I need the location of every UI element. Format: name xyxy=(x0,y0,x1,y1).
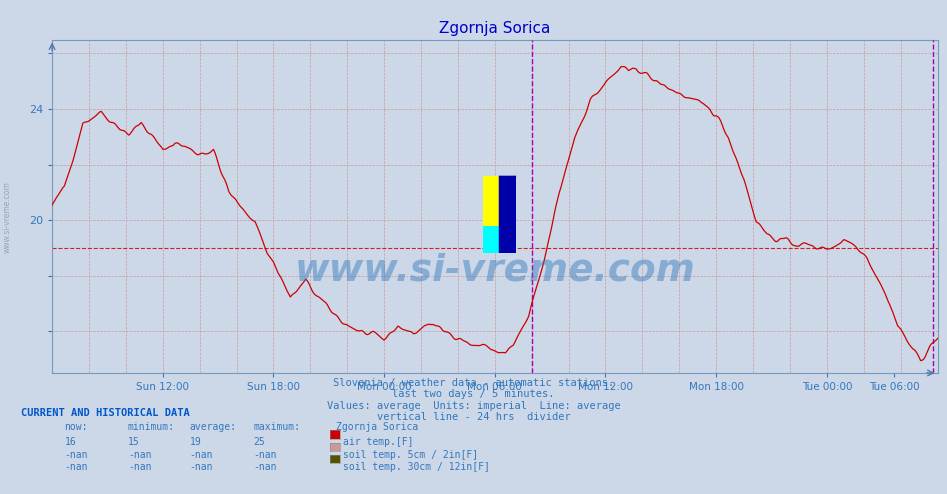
Text: maximum:: maximum: xyxy=(254,422,301,432)
Text: CURRENT AND HISTORICAL DATA: CURRENT AND HISTORICAL DATA xyxy=(21,408,189,417)
Text: -nan: -nan xyxy=(128,462,152,472)
Bar xyxy=(483,176,500,226)
Text: soil temp. 5cm / 2in[F]: soil temp. 5cm / 2in[F] xyxy=(343,450,478,459)
Text: 16: 16 xyxy=(64,437,76,447)
Text: Values: average  Units: imperial  Line: average: Values: average Units: imperial Line: av… xyxy=(327,401,620,411)
Text: -nan: -nan xyxy=(254,462,277,472)
Polygon shape xyxy=(499,176,516,253)
Text: -nan: -nan xyxy=(189,450,213,459)
Text: -nan: -nan xyxy=(189,462,213,472)
Bar xyxy=(483,226,500,253)
Text: www.si-vreme.com: www.si-vreme.com xyxy=(295,252,696,288)
Text: www.si-vreme.com: www.si-vreme.com xyxy=(3,181,12,253)
Text: -nan: -nan xyxy=(64,450,88,459)
Text: 15: 15 xyxy=(128,437,139,447)
Text: Slovenia / weather data - automatic stations.: Slovenia / weather data - automatic stat… xyxy=(333,378,614,388)
Text: -nan: -nan xyxy=(128,450,152,459)
Text: average:: average: xyxy=(189,422,237,432)
Text: last two days / 5 minutes.: last two days / 5 minutes. xyxy=(392,389,555,399)
Title: Zgornja Sorica: Zgornja Sorica xyxy=(439,21,550,36)
Text: air temp.[F]: air temp.[F] xyxy=(343,437,413,447)
Text: -nan: -nan xyxy=(254,450,277,459)
Text: Zgornja Sorica: Zgornja Sorica xyxy=(336,422,419,432)
Text: soil temp. 30cm / 12in[F]: soil temp. 30cm / 12in[F] xyxy=(343,462,490,472)
Text: vertical line - 24 hrs  divider: vertical line - 24 hrs divider xyxy=(377,412,570,422)
Text: 25: 25 xyxy=(254,437,265,447)
Text: -nan: -nan xyxy=(64,462,88,472)
Bar xyxy=(499,176,516,253)
Text: now:: now: xyxy=(64,422,88,432)
Text: 19: 19 xyxy=(189,437,201,447)
Text: minimum:: minimum: xyxy=(128,422,175,432)
